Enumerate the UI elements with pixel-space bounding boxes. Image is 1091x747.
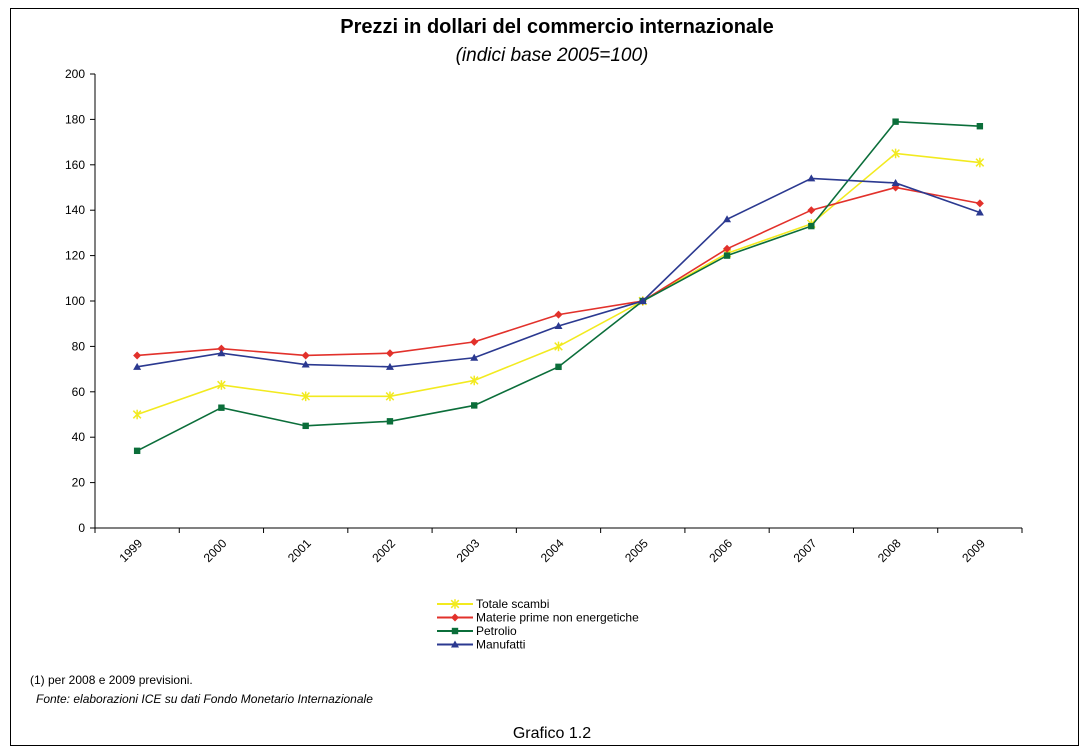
data-point-petrolio <box>723 252 731 259</box>
data-point-totale-scambi <box>469 375 479 386</box>
legend-label: Materie prime non energetiche <box>476 611 639 625</box>
footnote: (1) per 2008 e 2009 previsioni. <box>30 673 193 687</box>
y-tick-label: 80 <box>72 339 86 353</box>
data-point-petrolio <box>471 402 478 409</box>
data-point-petrolio <box>892 118 899 125</box>
data-point-petrolio <box>133 447 141 455</box>
source-note: Fonte: elaborazioni ICE su dati Fondo Mo… <box>36 692 373 706</box>
data-point-manufatti <box>975 208 984 216</box>
series-line-petrolio <box>136 120 980 452</box>
legend-marker <box>450 599 460 609</box>
y-tick-label: 140 <box>65 203 85 217</box>
data-point-manufatti <box>891 178 900 186</box>
data-point-totale-scambi <box>975 157 985 168</box>
y-tick-label: 160 <box>65 158 85 172</box>
data-point-materie-prime-non-energetiche <box>975 199 984 208</box>
series-manufatti <box>133 174 984 370</box>
data-point-materie-prime-non-energetiche <box>470 337 479 346</box>
data-point-petrolio <box>555 363 562 371</box>
data-point-totale-scambi <box>554 341 563 352</box>
data-point-petrolio <box>386 418 394 425</box>
data-point-manufatti <box>217 349 226 357</box>
data-point-materie-prime-non-energetiche <box>554 310 563 319</box>
figure-label: Grafico 1.2 <box>513 725 591 742</box>
y-tick-label: 40 <box>72 430 86 444</box>
data-point-totale-scambi <box>891 148 900 159</box>
data-point-manufatti <box>385 362 394 370</box>
legend-label: Totale scambi <box>476 597 549 611</box>
x-tick-label: 2000 <box>201 536 230 565</box>
series-totale-scambi <box>132 148 985 420</box>
chart-subtitle: (indici base 2005=100) <box>456 45 649 66</box>
series-line-materie-prime-non-energetiche <box>137 186 981 357</box>
data-point-manufatti <box>133 362 142 370</box>
data-point-manufatti <box>638 297 647 304</box>
x-tick-label: 2002 <box>369 536 398 565</box>
series-layer <box>132 118 985 455</box>
series-petrolio <box>133 118 984 455</box>
x-tick-label: 2003 <box>454 536 483 565</box>
data-point-materie-prime-non-energetiche <box>133 351 142 360</box>
data-point-manufatti <box>807 174 816 182</box>
data-point-totale-scambi <box>132 409 142 420</box>
series-materie-prime-non-energetiche <box>133 183 984 360</box>
data-point-manufatti <box>470 353 479 361</box>
y-tick-label: 200 <box>65 67 85 81</box>
y-tick-label: 100 <box>65 294 85 308</box>
data-point-materie-prime-non-energetiche <box>217 344 226 353</box>
legend-marker <box>451 640 459 648</box>
data-point-petrolio <box>808 222 815 230</box>
chart-title: Prezzi in dollari del commercio internaz… <box>340 16 773 38</box>
legend-label: Petrolio <box>476 624 517 638</box>
data-point-petrolio <box>302 422 309 430</box>
y-tick-label: 0 <box>78 521 85 535</box>
x-tick-label: 2009 <box>959 536 988 565</box>
data-point-petrolio <box>976 123 984 130</box>
legend-marker <box>451 613 459 622</box>
data-point-totale-scambi <box>301 391 311 402</box>
x-tick-label: 2001 <box>285 536 314 565</box>
data-point-totale-scambi <box>385 391 395 402</box>
legend-item-petrolio: Petrolio <box>437 624 517 638</box>
x-tick-label: 2005 <box>622 536 651 565</box>
x-tick-label: 1999 <box>116 536 145 565</box>
y-tick-label: 180 <box>65 112 85 126</box>
series-line-totale-scambi <box>136 152 980 416</box>
legend-marker <box>451 627 459 635</box>
legend-item-manufatti: Manufatti <box>437 638 525 652</box>
data-point-materie-prime-non-energetiche <box>301 351 310 360</box>
x-tick-label: 2004 <box>538 536 567 565</box>
legend-item-totale-scambi: Totale scambi <box>437 597 549 611</box>
y-tick-label: 60 <box>72 385 86 399</box>
y-tick-label: 120 <box>65 249 85 263</box>
data-point-manufatti <box>723 215 732 223</box>
chart-frame <box>10 8 1079 746</box>
x-tick-label: 2006 <box>706 536 735 565</box>
series-line-manufatti <box>137 177 981 368</box>
data-point-totale-scambi <box>217 380 226 390</box>
data-point-materie-prime-non-energetiche <box>385 349 394 358</box>
data-point-manufatti <box>554 321 563 329</box>
data-point-materie-prime-non-energetiche <box>807 206 816 215</box>
legend-label: Manufatti <box>476 638 525 652</box>
data-point-petrolio <box>218 404 225 411</box>
y-tick-label: 20 <box>72 476 86 490</box>
data-point-materie-prime-non-energetiche <box>723 244 732 253</box>
data-point-manufatti <box>301 360 310 368</box>
x-tick-label: 2007 <box>791 536 820 565</box>
legend-item-materie-prime-non-energetiche: Materie prime non energetiche <box>437 611 639 625</box>
x-tick-label: 2008 <box>875 536 904 565</box>
